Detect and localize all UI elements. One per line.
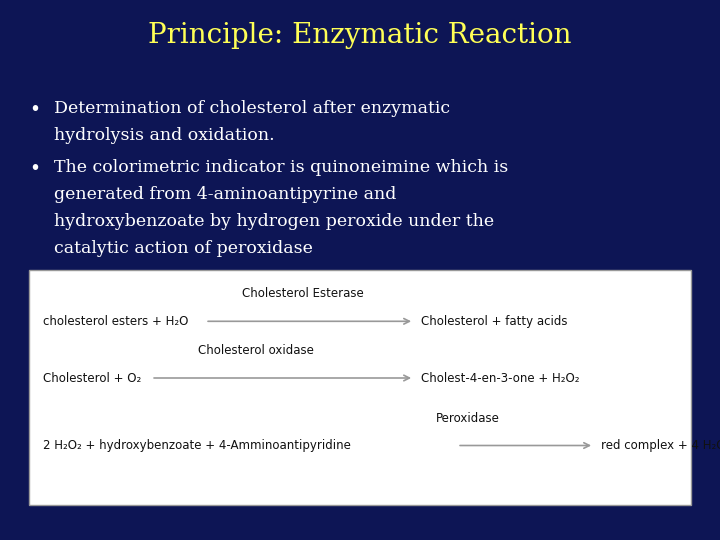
Text: hydrolysis and oxidation.: hydrolysis and oxidation.	[54, 127, 274, 144]
Text: 2 H₂O₂ + hydroxybenzoate + 4-Amminoantipyridine: 2 H₂O₂ + hydroxybenzoate + 4-Amminoantip…	[43, 439, 351, 452]
Text: red complex + 4 H₂O: red complex + 4 H₂O	[601, 439, 720, 452]
Text: Cholesterol + fatty acids: Cholesterol + fatty acids	[421, 315, 567, 328]
Bar	[29, 270, 691, 505]
Text: catalytic action of peroxidase: catalytic action of peroxidase	[54, 240, 313, 257]
Text: Cholesterol oxidase: Cholesterol oxidase	[198, 345, 313, 357]
Text: hydroxybenzoate by hydrogen peroxide under the: hydroxybenzoate by hydrogen peroxide und…	[54, 213, 494, 230]
Text: cholesterol esters + H₂O: cholesterol esters + H₂O	[43, 315, 189, 328]
Text: The colorimetric indicator is quinoneimine which is: The colorimetric indicator is quinoneimi…	[54, 159, 508, 176]
Text: Peroxidase: Peroxidase	[436, 412, 500, 425]
Text: Cholesterol Esterase: Cholesterol Esterase	[241, 287, 364, 300]
Text: Cholesterol + O₂: Cholesterol + O₂	[43, 372, 141, 384]
Text: •: •	[29, 100, 40, 119]
Text: Cholest-4-en-3-one + H₂O₂: Cholest-4-en-3-one + H₂O₂	[421, 372, 580, 384]
Text: •: •	[29, 159, 40, 178]
Text: Principle: Enzymatic Reaction: Principle: Enzymatic Reaction	[148, 22, 572, 49]
Text: generated from 4-aminoantipyrine and: generated from 4-aminoantipyrine and	[54, 186, 397, 203]
Text: Determination of cholesterol after enzymatic: Determination of cholesterol after enzym…	[54, 100, 450, 117]
